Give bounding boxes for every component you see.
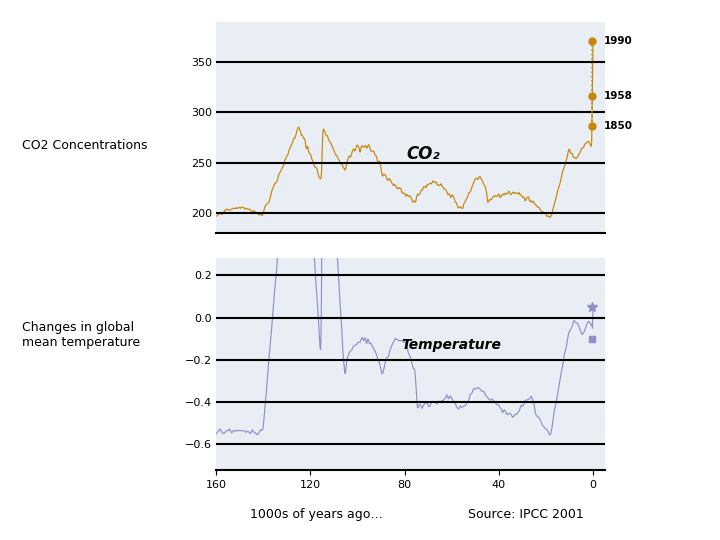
Text: 1850: 1850	[603, 122, 632, 131]
Text: 1990: 1990	[603, 36, 632, 46]
Text: Changes in global
mean temperature: Changes in global mean temperature	[22, 321, 140, 349]
Text: CO₂: CO₂	[407, 145, 440, 164]
Text: Temperature: Temperature	[402, 338, 502, 352]
Text: 1000s of years ago…: 1000s of years ago…	[251, 508, 383, 521]
Text: 1958: 1958	[603, 91, 632, 101]
Text: CO2 Concentrations: CO2 Concentrations	[22, 139, 147, 152]
Text: Source: IPCC 2001: Source: IPCC 2001	[468, 508, 583, 521]
